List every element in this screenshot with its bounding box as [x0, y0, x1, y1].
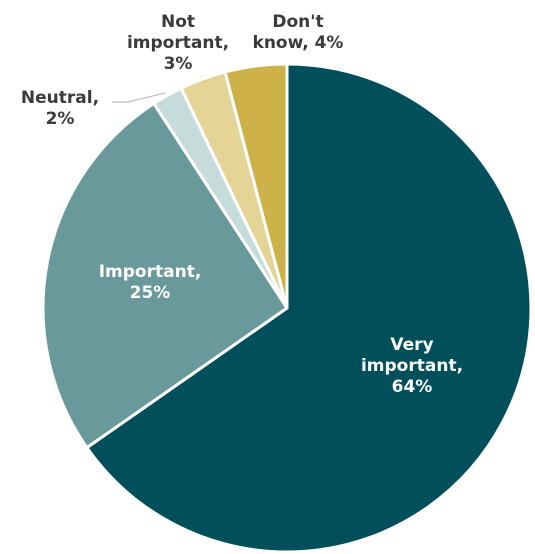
data-label-neutral: Neutral, 2%: [21, 88, 99, 129]
leader-line-neutral: [112, 92, 166, 103]
data-label-important: Important, 25%: [99, 262, 202, 303]
pie-slice-don-t-know: [223, 62, 289, 310]
pie-slices: [41, 62, 533, 554]
pie-slice-important: [41, 102, 289, 450]
data-label-not-important: Not important, 3%: [127, 12, 229, 74]
data-labels: Very important, 64% Important, 25% Neutral, 2%…: [21, 12, 463, 397]
data-label-very-important: Very important, 64%: [361, 335, 463, 397]
leader-lines: [112, 75, 202, 103]
pie-slice-very-important: [85, 62, 533, 554]
data-label-don-t-know: Don't know, 4%: [253, 12, 344, 53]
